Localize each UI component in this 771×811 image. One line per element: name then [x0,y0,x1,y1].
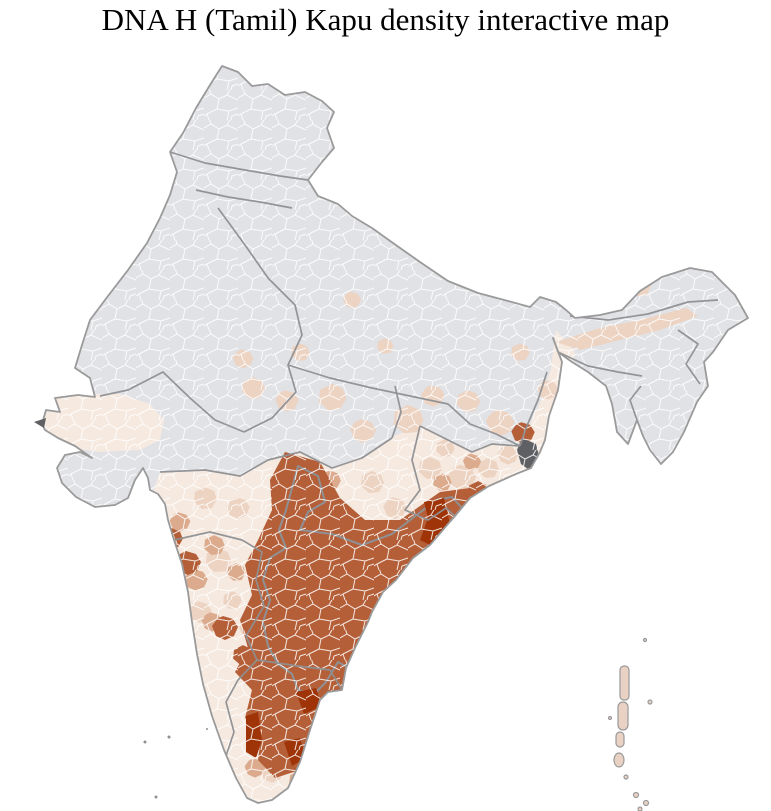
page-title: DNA H (Tamil) Kapu density interactive m… [101,2,670,37]
andaman-nicobar-islands[interactable] [607,637,653,811]
kutch-gray-tip [34,418,46,428]
lakshadweep-islands[interactable] [143,728,209,799]
state-borders [99,151,719,791]
